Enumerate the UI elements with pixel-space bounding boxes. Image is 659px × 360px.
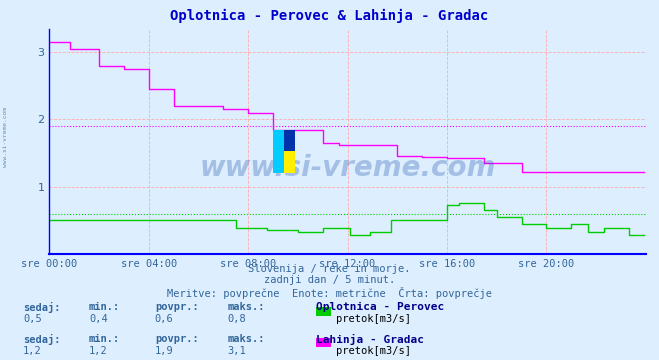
Text: 3,1: 3,1	[227, 346, 246, 356]
Text: Slovenija / reke in morje.: Slovenija / reke in morje.	[248, 264, 411, 274]
Text: sedaj:: sedaj:	[23, 334, 61, 345]
Text: Meritve: povprečne  Enote: metrične  Črta: povprečje: Meritve: povprečne Enote: metrične Črta:…	[167, 287, 492, 299]
Text: 0,4: 0,4	[89, 314, 107, 324]
Text: min.:: min.:	[89, 302, 120, 312]
Text: Oplotnica - Perovec: Oplotnica - Perovec	[316, 302, 445, 312]
Text: www.si-vreme.com: www.si-vreme.com	[3, 107, 8, 167]
Text: povpr.:: povpr.:	[155, 302, 198, 312]
Text: pretok[m3/s]: pretok[m3/s]	[336, 346, 411, 356]
Text: Oplotnica - Perovec & Lahinja - Gradac: Oplotnica - Perovec & Lahinja - Gradac	[171, 9, 488, 23]
Text: www.si-vreme.com: www.si-vreme.com	[200, 154, 496, 182]
Text: 1,9: 1,9	[155, 346, 173, 356]
Text: 0,8: 0,8	[227, 314, 246, 324]
Text: povpr.:: povpr.:	[155, 334, 198, 344]
Text: maks.:: maks.:	[227, 302, 265, 312]
Text: 0,5: 0,5	[23, 314, 42, 324]
Text: 0,6: 0,6	[155, 314, 173, 324]
Text: min.:: min.:	[89, 334, 120, 344]
Text: maks.:: maks.:	[227, 334, 265, 344]
Text: sedaj:: sedaj:	[23, 302, 61, 314]
Text: pretok[m3/s]: pretok[m3/s]	[336, 314, 411, 324]
Text: zadnji dan / 5 minut.: zadnji dan / 5 minut.	[264, 275, 395, 285]
Text: 1,2: 1,2	[89, 346, 107, 356]
Text: Lahinja - Gradac: Lahinja - Gradac	[316, 334, 424, 345]
Text: 1,2: 1,2	[23, 346, 42, 356]
